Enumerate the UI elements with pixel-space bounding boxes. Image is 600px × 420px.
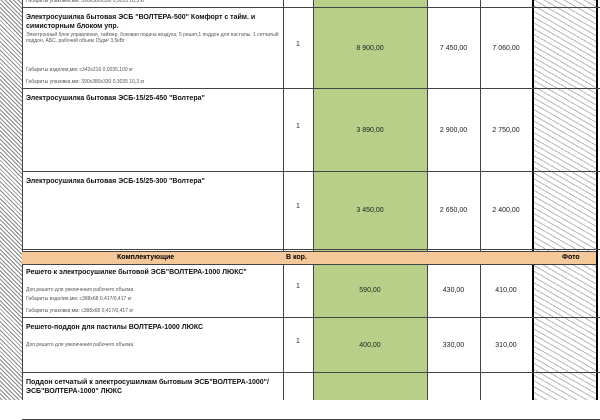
section-label: Комплектующие <box>117 254 175 261</box>
quantity: 1 <box>296 337 300 345</box>
product-description: Доп.решето для увеличения рабочего объем… <box>26 287 134 293</box>
retail-price: 3 890,00 <box>356 126 384 134</box>
dealer-price: 2 750,00 <box>492 126 520 134</box>
retail-price: 3 450,00 <box>356 207 384 214</box>
wholesale-price: 2 900,00 <box>439 126 468 134</box>
retail-price: 8 900,00 <box>356 44 384 52</box>
quantity: 1 <box>296 122 300 130</box>
product-title: Электросушилка бытовая ЭСБ "ВОЛТЕРА-500"… <box>26 14 256 30</box>
table-row: Электросушилка бытовая ЭСБ "ВОЛТЕРА-500"… <box>22 8 600 89</box>
table-row: Габариты упаковки,мм: 390х380х330 0,3035… <box>22 0 600 8</box>
table-row: Поддон сетчатый к электросушилкам бытовы… <box>22 373 600 420</box>
section-header: Комплектующие В кор. Фото <box>22 251 596 265</box>
wholesale-price: 2 650,00 <box>439 207 468 214</box>
divider <box>427 0 428 400</box>
price-column <box>313 0 427 400</box>
wholesale-price: 430,00 <box>442 286 465 294</box>
quantity: 1 <box>296 282 300 290</box>
divider <box>480 0 481 400</box>
product-description: Электронный блок управления, таймер, бок… <box>26 32 279 44</box>
dealer-price: 2 400,00 <box>492 207 520 214</box>
divider <box>22 0 23 400</box>
product-description: Доп.решето для увеличения рабочего объем… <box>26 342 134 348</box>
photo-label: Фото <box>562 254 580 261</box>
table-row: Электросушилка бытовая ЭСБ-15/25-450 "Во… <box>22 89 600 172</box>
dealer-price: 7 060,00 <box>492 44 520 52</box>
product-title: Электросушилка бытовая ЭСБ-15/25-300 "Во… <box>26 178 205 185</box>
dealer-price: 410,00 <box>495 286 517 294</box>
box-label: В кор. <box>286 254 307 261</box>
wholesale-price: 7 450,00 <box>439 44 468 52</box>
product-title: Поддон сетчатый к электросушилкам бытовы… <box>26 379 269 395</box>
divider <box>313 0 314 400</box>
table-row: Электросушилка бытовая ЭСБ-15/25-300 "Во… <box>22 172 600 250</box>
quantity: 1 <box>296 40 300 48</box>
product-dimensions: Габариты изделия,мм: с342х216 0,0035,100… <box>26 67 134 73</box>
retail-price: 590,00 <box>359 286 381 294</box>
wholesale-price: 330,00 <box>442 341 465 349</box>
retail-price: 400,00 <box>359 341 381 349</box>
divider <box>532 0 534 400</box>
product-dimensions: Габариты изделия,мм: с388х68 0,417/0,417… <box>26 296 132 302</box>
table-row: Решето-поддон для пастилы ВОЛТЕРА-1000 Л… <box>22 318 600 373</box>
package-dimensions: Габариты упаковки,мм: 390х380х330 0,3035… <box>26 79 145 85</box>
product-title: Решето к электросушилке бытовой ЭСБ"ВОЛТ… <box>26 269 247 276</box>
photo-column <box>532 0 596 400</box>
row-headers <box>0 0 22 400</box>
product-title: Решето-поддон для пастилы ВОЛТЕРА-1000 Л… <box>26 324 204 331</box>
product-title: Электросушилка бытовая ЭСБ-15/25-450 "Во… <box>26 95 205 102</box>
divider <box>596 0 598 400</box>
package-dimensions: Габариты упаковки,мм: с388х68 0,417/0,41… <box>26 308 134 314</box>
table-row: Решето к электросушилке бытовой ЭСБ"ВОЛТ… <box>22 263 600 318</box>
package-dimensions: Габариты упаковки,мм: 390х380х330 0,3035… <box>26 0 145 4</box>
quantity: 1 <box>296 203 300 210</box>
dealer-price: 310,00 <box>495 341 517 349</box>
divider <box>283 0 284 400</box>
